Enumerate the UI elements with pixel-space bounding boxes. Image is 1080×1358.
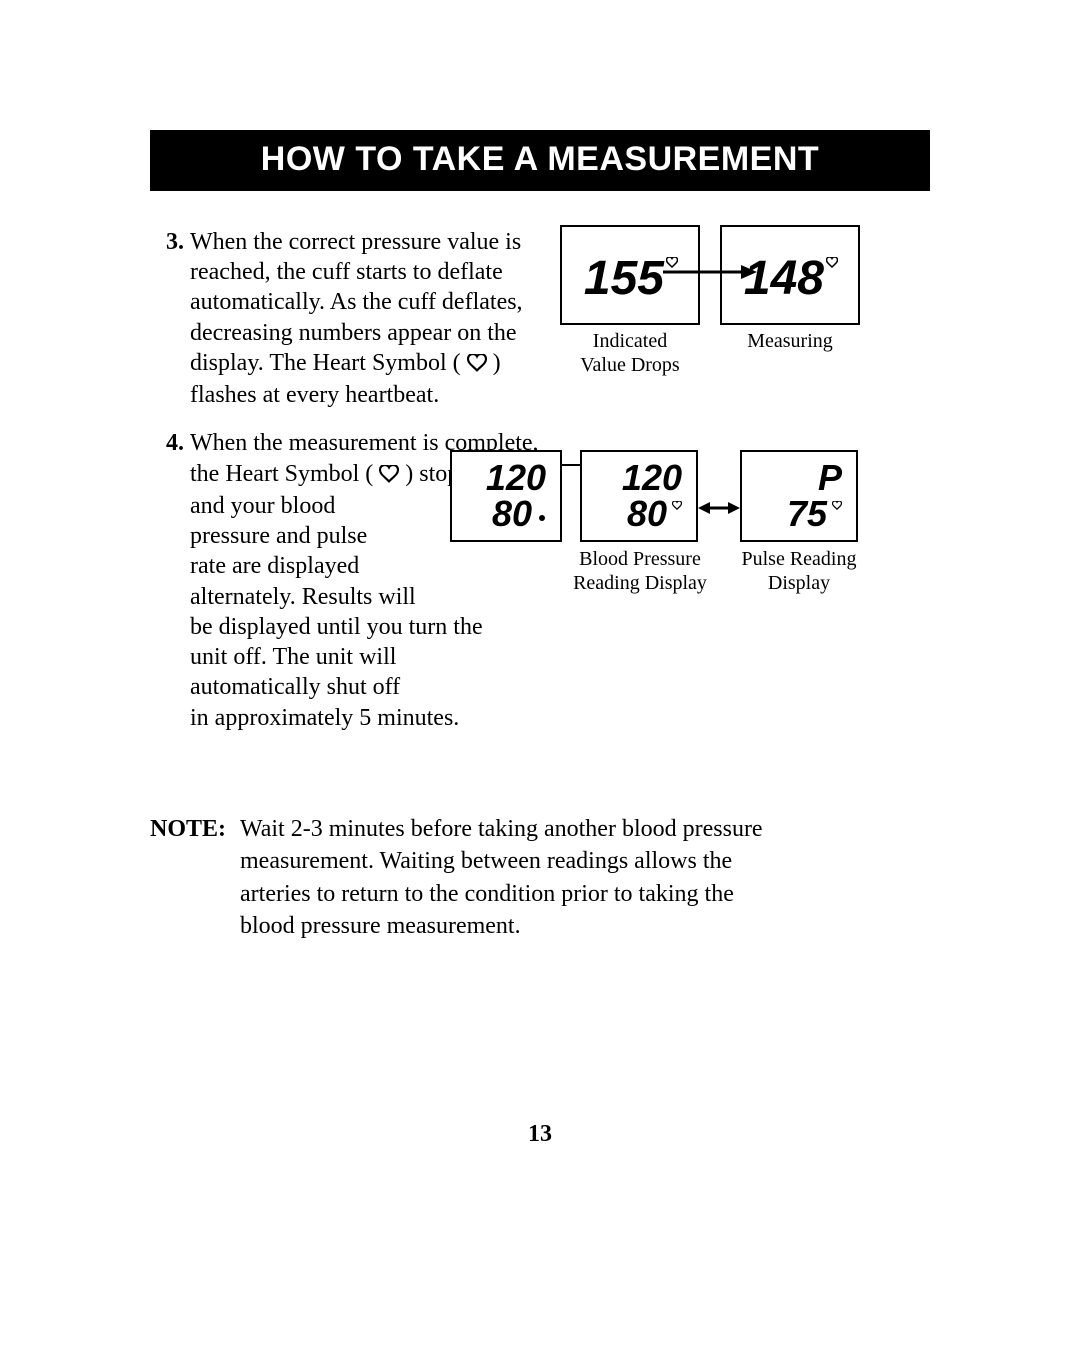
step-4-text-d: rate are displayed — [190, 551, 450, 581]
caption-pulse-l2: Display — [728, 572, 870, 596]
note-text: Wait 2-3 minutes before taking another b… — [240, 813, 780, 943]
heart-icon — [379, 461, 399, 491]
arrow-right-icon — [663, 262, 757, 287]
heart-icon — [832, 497, 842, 515]
lcd-P: P — [787, 460, 842, 496]
dot-icon — [538, 509, 546, 527]
section-title: HOW TO TAKE A MEASUREMENT — [150, 130, 930, 191]
caption-indicated: Indicated Value Drops — [560, 330, 700, 377]
lcd-80b: 80 — [627, 493, 667, 534]
panel-bp-display: 120 80 — [580, 450, 698, 542]
step-4-text-f: be displayed until you turn the unit off… — [190, 614, 483, 700]
manual-page: HOW TO TAKE A MEASUREMENT 3. When the co… — [0, 0, 1080, 1358]
caption-bp-display: Blood Pressure Reading Display — [565, 548, 715, 595]
panel-pulse-display: P 75 — [740, 450, 858, 542]
caption-indicated-l1: Indicated — [560, 330, 700, 354]
connector-line — [562, 455, 582, 480]
caption-pulse-display: Pulse Reading Display — [728, 548, 870, 595]
page-number: 13 — [0, 1121, 1080, 1148]
note-block: NOTE: Wait 2-3 minutes before taking ano… — [150, 813, 930, 943]
step-3-number: 3. — [150, 227, 190, 257]
caption-bp-l2: Reading Display — [565, 572, 715, 596]
note-label: NOTE: — [150, 813, 240, 943]
step-3-body: When the correct pressure value is reach… — [190, 227, 570, 410]
panel-bp-small: 120 80 — [450, 450, 562, 542]
step-4-text-g: in approximately 5 minutes. — [190, 703, 930, 733]
heart-icon — [826, 255, 838, 273]
lcd-120b: 120 — [622, 460, 682, 496]
lcd-120a: 120 — [486, 460, 546, 496]
lcd-75: 75 — [787, 493, 827, 534]
step-4-text-c: pressure and pulse — [190, 521, 450, 551]
heart-icon — [467, 350, 487, 380]
caption-bp-l1: Blood Pressure — [565, 548, 715, 572]
lcd-80a: 80 — [492, 493, 532, 534]
lcd-155: 155 — [584, 252, 664, 305]
heart-icon — [672, 497, 682, 515]
step-4-number: 4. — [150, 428, 190, 458]
arrow-double-icon — [698, 500, 740, 521]
caption-pulse-l1: Pulse Reading — [728, 548, 870, 572]
caption-indicated-l2: Value Drops — [560, 354, 700, 378]
step-4-text-e: alternately. Results will — [190, 582, 450, 612]
caption-measuring: Measuring — [720, 330, 860, 354]
